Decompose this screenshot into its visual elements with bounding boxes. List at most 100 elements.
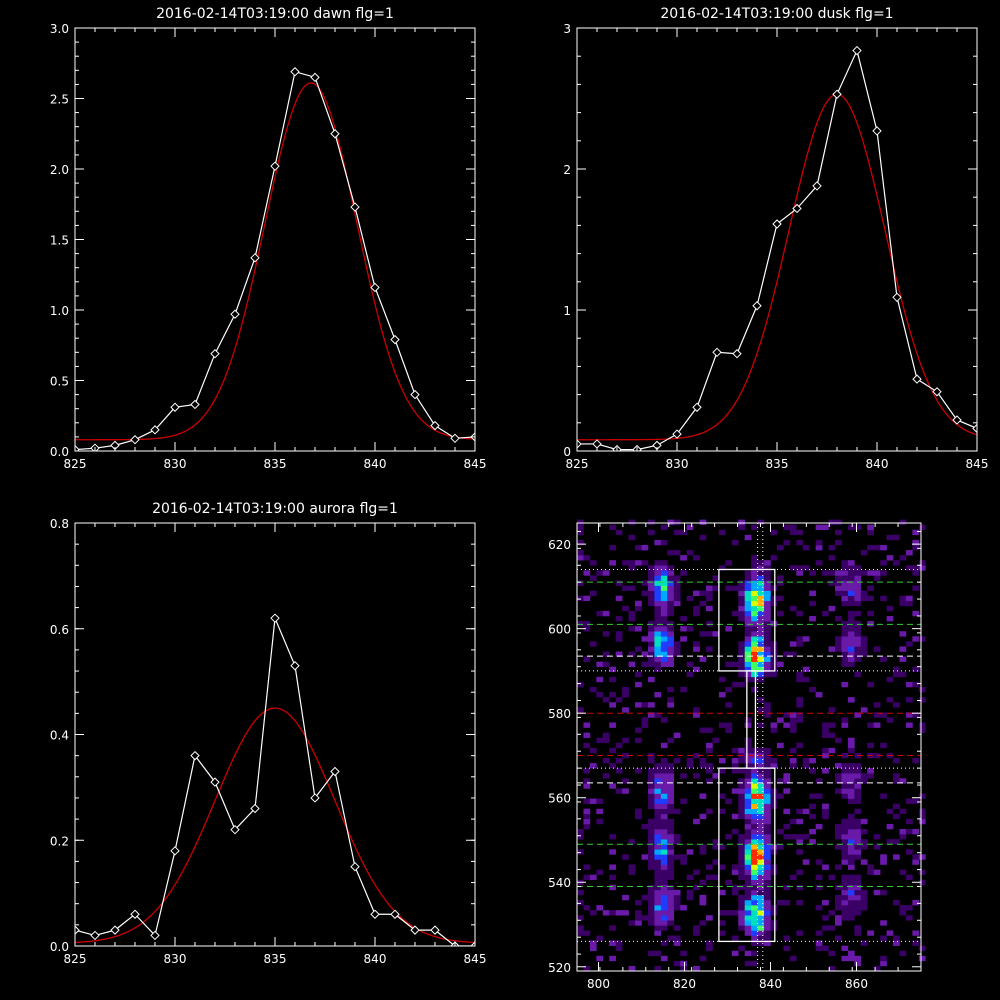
heatmap-cell [635, 681, 642, 688]
dawn-data-point [410, 389, 420, 400]
heatmap-cell [751, 900, 758, 906]
heatmap-cell [751, 910, 758, 916]
heatmap-cell [654, 580, 662, 586]
heatmap-cell [744, 849, 752, 855]
heatmap-cell [647, 580, 655, 586]
heatmap-cell [667, 550, 675, 556]
heatmap-cell [738, 798, 745, 804]
heatmap-cell [893, 839, 900, 845]
heatmap-cell [660, 656, 668, 662]
heatmap-cell [583, 621, 591, 627]
heatmap-cell [835, 900, 842, 906]
heatmap-cell [854, 900, 862, 906]
aurora-xtick-label: 830 [164, 952, 187, 966]
heatmap-cell [847, 859, 855, 865]
heatmap-cell [635, 727, 642, 733]
heatmap-cell [841, 560, 849, 566]
dawn-data-point [230, 309, 240, 319]
heatmap-cell [583, 905, 591, 911]
aurora-ytick-label: 0.2 [50, 834, 69, 848]
heatmap-cell [667, 636, 675, 642]
heatmap-cell [847, 524, 855, 531]
heatmap-cell [693, 590, 700, 596]
heatmap-cell [660, 580, 668, 586]
heatmap-cell [622, 910, 629, 916]
heatmap-cell [757, 778, 765, 784]
heatmap-cell [847, 560, 855, 566]
heatmap-cell [583, 930, 591, 936]
heatmap-cell [751, 585, 758, 591]
heatmap-cell [744, 874, 752, 881]
heatmap-cell [615, 697, 623, 703]
heatmap-cell [731, 585, 739, 591]
heatmap-cell [647, 702, 655, 708]
heatmap-cell [615, 945, 623, 952]
heatmap-cell [583, 823, 591, 830]
heatmap-cell [589, 910, 597, 916]
heatmap-cell [693, 752, 700, 759]
heatmap-cell [893, 900, 900, 906]
heatmap-cell [667, 828, 675, 835]
heatmap-cell [751, 920, 758, 926]
heatmap-cell [654, 844, 662, 850]
heatmap-cell [660, 884, 668, 891]
dawn-data-point [190, 399, 200, 410]
dawn-xtick-label: 835 [264, 457, 287, 471]
heatmap-cell [873, 570, 881, 576]
heatmap-cell [654, 803, 662, 809]
heatmap-cell [673, 900, 681, 906]
heatmap-cell [757, 590, 765, 596]
heatmap-cell [770, 666, 778, 673]
heatmap-cell [667, 915, 675, 921]
heatmap-cell [654, 910, 662, 916]
heatmap-cell [686, 671, 694, 678]
heatmap-cell [847, 864, 855, 870]
heatmap-cell [667, 864, 675, 870]
heatmap-cell [738, 869, 745, 875]
heatmap-cell [764, 570, 771, 576]
heatmap-cell [667, 661, 675, 667]
heatmap-cell [764, 823, 771, 830]
heatmap-cell [757, 722, 765, 728]
aurora-xtick-label: 835 [264, 952, 287, 966]
heatmap-cell [647, 661, 655, 667]
heatmap-cell [647, 915, 655, 921]
heatmap-cell [738, 585, 745, 591]
heatmap-cell [905, 681, 913, 688]
heatmap-cell [667, 626, 675, 632]
dawn-data-point [330, 129, 340, 139]
heatmap-cell [647, 889, 655, 896]
heatmap-cell [738, 839, 745, 845]
heatmap-cell [635, 544, 642, 551]
heatmap-cell [847, 950, 855, 957]
heatmap-cell [647, 626, 655, 632]
heatmap-cell [764, 828, 771, 835]
heatmap-cell [757, 823, 765, 830]
heatmap-cell [757, 864, 765, 870]
heatmap-cell [667, 783, 675, 789]
heatmap-cell [660, 610, 668, 617]
heatmap-cell [835, 834, 842, 840]
dusk-data-point [752, 301, 762, 311]
heatmap-cell [647, 631, 655, 637]
heatmap-cell [789, 763, 797, 769]
heatmap-cell [847, 879, 855, 886]
heatmap-cell [744, 834, 752, 840]
heatmap-cell [680, 626, 687, 632]
heatmap-cell [789, 747, 797, 754]
heatmap-cell [835, 580, 842, 586]
heatmap-cell [751, 757, 758, 764]
heatmap-cell [757, 900, 765, 906]
heatmap-cell [860, 894, 868, 901]
heatmap-cell [835, 935, 842, 941]
heatmap-cell [854, 818, 862, 825]
heatmap-cell [673, 935, 681, 941]
heatmap-cell [725, 686, 733, 693]
heatmap-cell [764, 560, 771, 566]
heatmap-cell [847, 580, 855, 586]
heatmap-cell [789, 605, 797, 612]
heatmap-cell [615, 757, 623, 764]
heatmap-cell [596, 808, 604, 815]
heatmap-cell [828, 874, 836, 881]
heatmap-cell [660, 768, 668, 774]
